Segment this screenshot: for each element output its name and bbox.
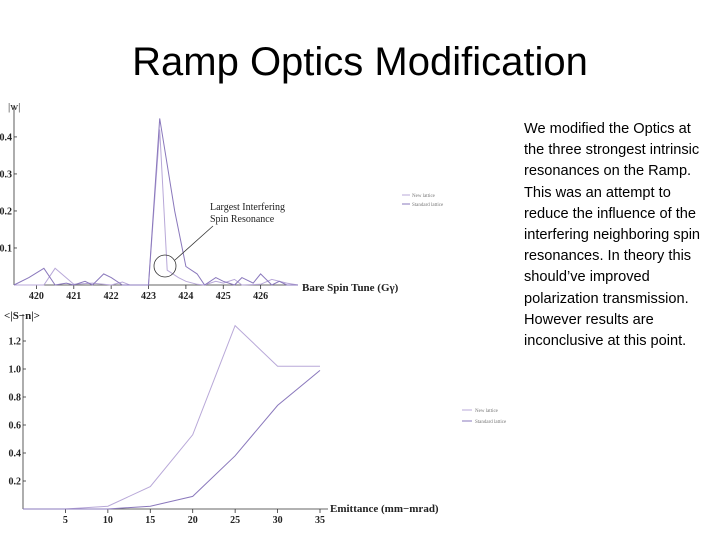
legend-label-standard-bottom: Standard lattice — [475, 420, 507, 425]
series-line-new-lattice — [23, 324, 320, 510]
x-tick-label: 30 — [273, 515, 283, 526]
y-tick-label: 0.4 — [0, 132, 12, 143]
x-tick-label: 10 — [103, 515, 113, 526]
y-tick-label: 1.2 — [9, 337, 22, 348]
y-ticks-bottom: 0.2 0.4 0.6 0.8 1.0 1.2 — [9, 337, 26, 488]
x-tick-label: 20 — [188, 515, 198, 526]
slide-body-text: We modified the Optics at the three stro… — [524, 121, 701, 350]
series-lines-bottom — [23, 324, 321, 510]
legend-label-new: New lattice — [412, 194, 436, 199]
legend-label-new-bottom: New lattice — [475, 409, 499, 414]
axes-bottom — [22, 314, 328, 510]
x-tick-label: 5 — [63, 515, 68, 526]
y-ticks-top: 0.1 0.2 0.3 0.4 — [0, 132, 17, 254]
x-tick-label: 424 — [178, 291, 193, 302]
x-ticks-top: 420 421 422 423 424 425 426 — [29, 285, 268, 302]
y-tick-label: 0.3 — [0, 169, 12, 180]
annotation-arrow — [174, 225, 214, 261]
x-tick-label: 421 — [66, 291, 81, 302]
y-tick-label: 0.6 — [9, 421, 22, 432]
legend-label-standard: Standard lattice — [412, 203, 444, 208]
annotation-line-1: Largest Interfering — [210, 202, 285, 213]
y-tick-label: 0.2 — [0, 206, 12, 217]
y-axis-label-top: |w| — [8, 101, 20, 113]
series-line-standard-lattice — [13, 118, 298, 286]
x-tick-label: 15 — [145, 515, 155, 526]
x-ticks-bottom: 5 10 15 20 25 30 35 — [63, 509, 325, 526]
x-tick-label: 422 — [104, 291, 119, 302]
annotation-circle — [153, 254, 177, 278]
slide-title: Ramp Optics Modification — [132, 40, 588, 84]
chart-emittance: 0.2 0.4 0.6 0.8 1.0 1.2 5 10 15 20 25 30 35 <|S−n|>… — [4, 310, 507, 526]
axes-top — [13, 105, 298, 286]
y-axis-label-bottom: <|S−n|> — [4, 310, 40, 322]
x-tick-label: 25 — [230, 515, 240, 526]
x-tick-label: 425 — [216, 291, 231, 302]
legend-bottom: New lattice Standard lattice — [462, 409, 507, 425]
x-axis-label-bottom: Emittance (mm−mrad) — [330, 503, 439, 515]
x-tick-label: 423 — [141, 291, 156, 302]
y-tick-label: 1.0 — [9, 365, 22, 376]
y-tick-label: 0.1 — [0, 243, 12, 254]
x-tick-label: 35 — [315, 515, 325, 526]
y-tick-label: 0.2 — [9, 477, 22, 488]
annotation-largest-resonance: Largest Interfering Spin Resonance — [153, 202, 285, 278]
x-axis-label-top: Bare Spin Tune (Gγ) — [302, 282, 399, 294]
series-line-standard-lattice — [23, 370, 321, 510]
legend-top: New lattice Standard lattice — [402, 194, 444, 208]
y-tick-label: 0.8 — [9, 393, 22, 404]
annotation-line-2: Spin Resonance — [210, 214, 275, 225]
x-tick-label: 420 — [29, 291, 44, 302]
y-tick-label: 0.4 — [9, 449, 22, 460]
x-tick-label: 426 — [253, 291, 268, 302]
chart-resonance-strength: 0.1 0.2 0.3 0.4 420 421 422 423 424 425 426 |w| B… — [0, 101, 444, 302]
